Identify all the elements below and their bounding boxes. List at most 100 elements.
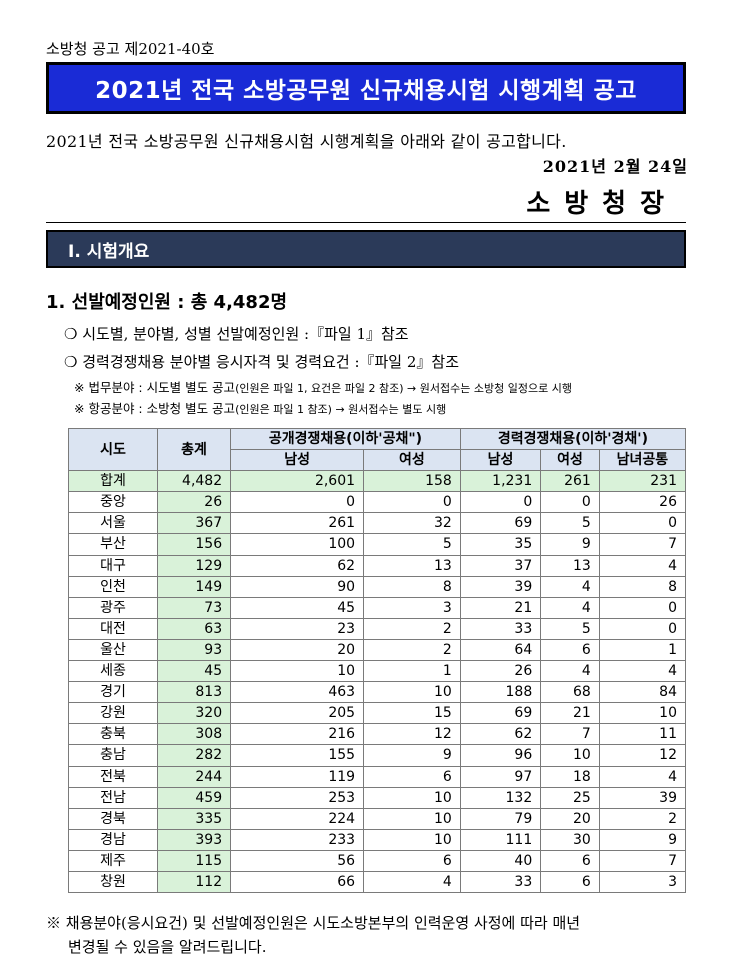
cell-value: 231 (598, 470, 687, 493)
recruitment-table: 시도 총계 공개경쟁채용(이하'공채") 경력경쟁채용(이하'경채') 남성 여… (68, 427, 687, 894)
table-row-sum: 합계 4,482 2,601 158 1,231 261 231 (68, 470, 687, 493)
cell-region: 대전 (68, 617, 158, 640)
cell-value: 4 (540, 575, 600, 598)
cell-value: 20 (540, 807, 600, 830)
cell-value: 84 (598, 681, 687, 704)
cell-value: 129 (156, 554, 232, 577)
cell-value: 1 (363, 660, 461, 683)
cell-value: 100 (230, 533, 365, 556)
cell-region: 인천 (68, 575, 158, 598)
cell-value: 26 (156, 491, 232, 514)
cell-value: 2,601 (230, 470, 365, 493)
cell-value: 0 (598, 512, 687, 535)
cell-value: 97 (459, 765, 542, 788)
cell-value: 5 (540, 512, 600, 535)
header-male: 남성 (459, 449, 542, 472)
cell-value: 37 (459, 554, 542, 577)
cell-value: 261 (540, 470, 600, 493)
cell-value: 7 (598, 533, 687, 556)
note-main: ※ 법무분야 : 시도별 별도 공고 (74, 380, 236, 395)
cell-value: 12 (598, 744, 687, 767)
cell-value: 39 (598, 786, 687, 809)
cell-value: 69 (459, 512, 542, 535)
cell-value: 45 (230, 596, 365, 619)
cell-value: 1,231 (459, 470, 542, 493)
cell-region: 전남 (68, 786, 158, 809)
header-open-competition: 공개경쟁채용(이하'공채") (230, 427, 461, 451)
cell-value: 2 (598, 807, 687, 830)
table-row: 대전 63 23 2 33 5 0 (68, 617, 687, 640)
cell-value: 188 (459, 681, 542, 704)
cell-value: 64 (459, 638, 542, 662)
cell-value: 56 (230, 849, 365, 872)
notice-date: 2021년 2월 24일 (542, 157, 688, 176)
cell-value: 813 (156, 681, 232, 704)
cell-value: 4 (540, 660, 600, 683)
note-item: ※ 법무분야 : 시도별 별도 공고(인원은 파일 1, 요건은 파일 2 참조… (74, 377, 572, 396)
signer: 소방청장 (526, 189, 678, 219)
cell-value: 0 (540, 491, 600, 514)
header-female: 여성 (540, 449, 600, 472)
cell-region: 창원 (68, 870, 158, 894)
cell-value: 10 (598, 702, 687, 725)
cell-value: 8 (363, 575, 461, 598)
cell-value: 32 (363, 512, 461, 535)
cell-value: 224 (230, 807, 365, 830)
intro-text: 2021년 전국 소방공무원 신규채용시험 시행계획을 아래와 같이 공고합니다… (46, 132, 567, 151)
cell-value: 73 (156, 596, 232, 619)
cell-region: 합계 (68, 470, 158, 493)
cell-value: 4,482 (156, 470, 232, 493)
cell-value: 4 (598, 765, 687, 788)
cell-value: 4 (598, 554, 687, 577)
cell-value: 261 (230, 512, 365, 535)
cell-region: 대구 (68, 554, 158, 577)
cell-value: 6 (540, 849, 600, 872)
cell-value: 12 (363, 723, 461, 746)
cell-value: 21 (459, 596, 542, 619)
cell-value: 9 (598, 828, 687, 851)
table-row: 세종 45 10 1 26 4 4 (68, 660, 687, 683)
cell-value: 253 (230, 786, 365, 809)
cell-value: 6 (540, 638, 600, 662)
table-row: 대구 129 62 13 37 13 4 (68, 554, 687, 577)
cell-value: 233 (230, 828, 365, 851)
bullet-item: ❍ 시도별, 분야별, 성별 선발예정인원 :『파일 1』참조 (64, 325, 409, 343)
cell-value: 93 (156, 638, 232, 662)
cell-value: 26 (459, 660, 542, 683)
cell-value: 205 (230, 702, 365, 725)
cell-value: 393 (156, 828, 232, 851)
table-row: 경기 813 463 10 188 68 84 (68, 681, 687, 704)
cell-region: 울산 (68, 638, 158, 662)
cell-region: 제주 (68, 849, 158, 872)
notice-number: 소방청 공고 제2021-40호 (46, 40, 215, 58)
cell-value: 8 (598, 575, 687, 598)
cell-value: 1 (598, 638, 687, 662)
table-row: 경남 393 233 10 111 30 9 (68, 828, 687, 851)
cell-value: 0 (598, 617, 687, 640)
header-female: 여성 (363, 449, 461, 472)
table-row: 전북 244 119 6 97 18 4 (68, 765, 687, 788)
table-row: 창원 112 66 4 33 6 3 (68, 870, 687, 894)
cell-value: 335 (156, 807, 232, 830)
cell-value: 79 (459, 807, 542, 830)
cell-value: 463 (230, 681, 365, 704)
table-row: 중앙 26 0 0 0 0 26 (68, 491, 687, 514)
cell-value: 0 (459, 491, 542, 514)
table-row: 인천 149 90 8 39 4 8 (68, 575, 687, 598)
table-row: 경북 335 224 10 79 20 2 (68, 807, 687, 830)
table-row: 제주 115 56 6 40 6 7 (68, 849, 687, 872)
cell-value: 66 (230, 870, 365, 894)
cell-value: 15 (363, 702, 461, 725)
cell-value: 308 (156, 723, 232, 746)
cell-value: 4 (598, 660, 687, 683)
cell-region: 강원 (68, 702, 158, 725)
cell-value: 5 (363, 533, 461, 556)
cell-value: 68 (540, 681, 600, 704)
cell-value: 10 (363, 828, 461, 851)
table-row: 부산 156 100 5 35 9 7 (68, 533, 687, 556)
cell-value: 20 (230, 638, 365, 662)
cell-value: 244 (156, 765, 232, 788)
cell-value: 282 (156, 744, 232, 767)
bullet-item: ❍ 경력경쟁채용 분야별 응시자격 및 경력요건 :『파일 2』참조 (64, 353, 460, 371)
header-male: 남성 (230, 449, 365, 472)
